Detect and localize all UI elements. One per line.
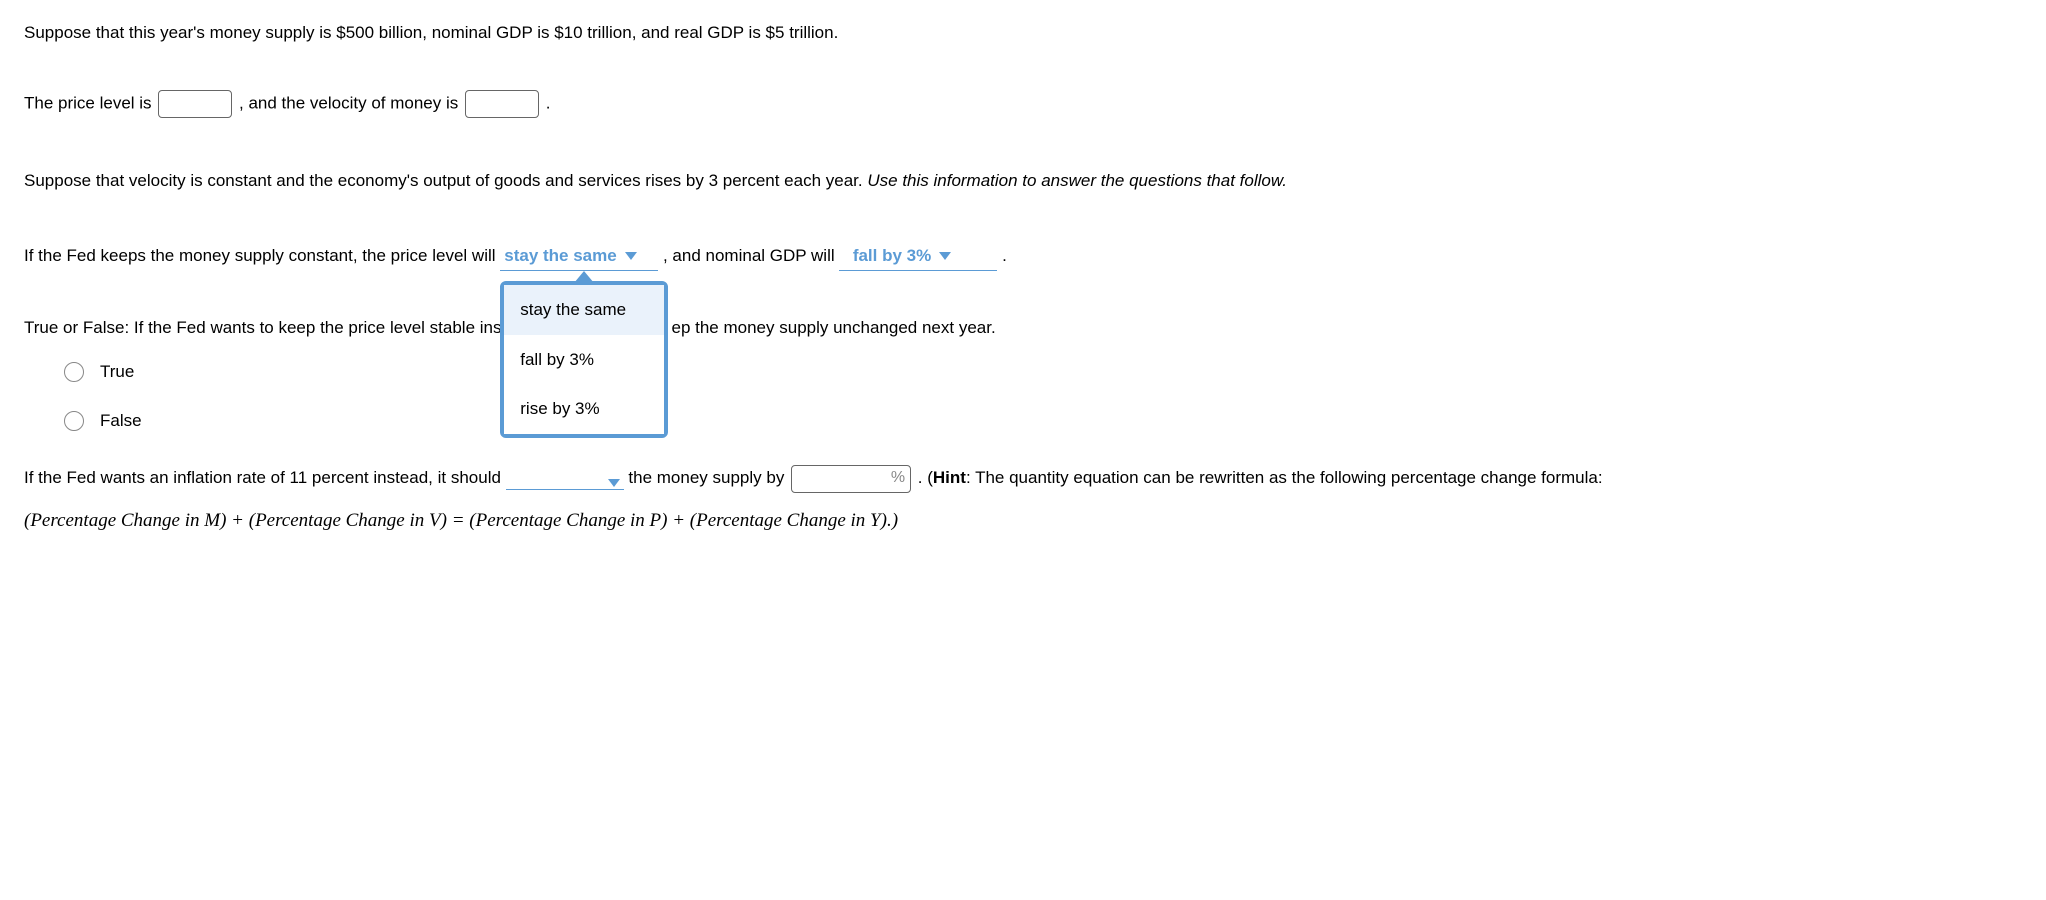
dropdown-option-fall-3[interactable]: fall by 3%	[504, 335, 664, 385]
price-level-dropdown[interactable]: stay the same stay the same fall by 3% r…	[500, 243, 658, 272]
chevron-down-icon	[608, 479, 620, 487]
radio-label-true: True	[100, 359, 134, 385]
dropdown-option-rise-3[interactable]: rise by 3%	[504, 384, 664, 434]
radio-icon	[64, 362, 84, 382]
chevron-down-icon	[625, 252, 637, 260]
q2-setup: Suppose that velocity is constant and th…	[24, 162, 2022, 199]
radio-label-false: False	[100, 408, 142, 434]
q1-intro: Suppose that this year's money supply is…	[24, 20, 2022, 46]
q2-part1: Suppose that velocity is constant and th…	[24, 171, 867, 190]
q1-text-part3: .	[546, 93, 551, 112]
radio-icon	[64, 411, 84, 431]
quantity-equation-formula: (Percentage Change in M) + (Percentage C…	[24, 507, 2022, 536]
q5-block: If the Fed wants an inflation rate of 11…	[24, 458, 2022, 499]
q3-part1: If the Fed keeps the money supply consta…	[24, 246, 500, 265]
q3-part2: , and nominal GDP will	[663, 246, 839, 265]
q4-prompt-part2: ep the money supply unchanged next year.	[672, 318, 996, 337]
q3-line: If the Fed keeps the money supply consta…	[24, 243, 2022, 272]
price-level-dropdown-menu: stay the same fall by 3% rise by 3%	[500, 281, 668, 438]
q5-part3: . (	[918, 468, 933, 487]
velocity-input[interactable]	[465, 90, 539, 118]
chevron-down-icon	[939, 252, 951, 260]
q4-radio-group: True False	[64, 359, 2022, 434]
dropdown-option-stay-same[interactable]: stay the same	[504, 285, 664, 335]
money-supply-action-dropdown[interactable]	[506, 458, 624, 499]
nominal-gdp-dropdown[interactable]: fall by 3%	[839, 243, 997, 272]
q1-fillin-line: The price level is , and the velocity of…	[24, 90, 2022, 118]
money-supply-percent-input[interactable]	[791, 465, 911, 493]
q1-text-part2: , and the velocity of money is	[239, 93, 463, 112]
price-level-input[interactable]	[158, 90, 232, 118]
radio-row-true[interactable]: True	[64, 359, 2022, 385]
q5-part4: : The quantity equation can be rewritten…	[966, 468, 1603, 487]
q4-block: True or False: If the Fed wants to keep …	[24, 315, 2022, 434]
radio-row-false[interactable]: False	[64, 408, 2022, 434]
nominal-gdp-dropdown-value: fall by 3%	[853, 243, 931, 269]
q4-prompt: True or False: If the Fed wants to keep …	[24, 315, 2022, 341]
price-level-dropdown-value: stay the same	[504, 243, 616, 269]
q5-part1: If the Fed wants an inflation rate of 11…	[24, 468, 506, 487]
q4-prompt-part1: True or False: If the Fed wants to keep …	[24, 318, 502, 337]
q2-part2-italic: Use this information to answer the quest…	[867, 171, 1287, 190]
q5-part2: the money supply by	[628, 468, 789, 487]
q3-part3: .	[1002, 246, 1007, 265]
hint-label: Hint	[933, 468, 966, 487]
q1-text-part1: The price level is	[24, 93, 156, 112]
